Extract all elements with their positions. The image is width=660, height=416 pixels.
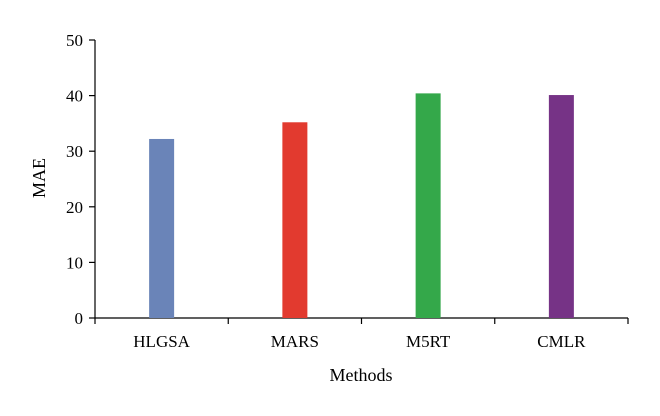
bar-hlgsa — [149, 138, 175, 318]
x-tick-label: CMLR — [537, 332, 586, 351]
y-tick-label: 40 — [66, 87, 83, 106]
y-tick-label: 30 — [66, 142, 83, 161]
x-axis: HLGSA MARS M5RT CMLR — [94, 317, 629, 351]
x-axis-title: Methods — [330, 365, 393, 385]
y-axis: 0 10 20 30 40 50 — [66, 31, 96, 328]
bar-mars — [282, 122, 308, 319]
y-tick-label: 50 — [66, 31, 83, 50]
x-tick-label: M5RT — [406, 332, 451, 351]
x-tick-label: MARS — [271, 332, 319, 351]
bar-cmlr — [548, 95, 574, 318]
y-tick-label: 10 — [66, 253, 83, 272]
y-axis-title: MAE — [29, 158, 49, 198]
y-tick-label: 20 — [66, 198, 83, 217]
bar-m5rt — [415, 93, 441, 318]
x-tick-label: HLGSA — [133, 332, 190, 351]
y-tick-label: 0 — [75, 309, 84, 328]
bars — [149, 93, 574, 319]
